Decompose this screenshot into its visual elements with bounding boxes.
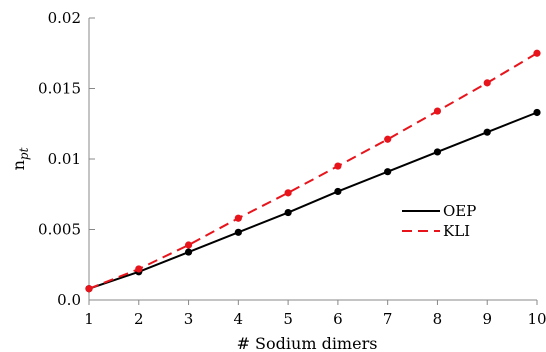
y-tick-label: 0.02 xyxy=(48,9,81,27)
data-point-oep xyxy=(284,208,292,217)
data-point-kli xyxy=(135,265,143,273)
data-point-kli xyxy=(533,49,541,57)
x-tick-label: 2 xyxy=(134,310,144,328)
data-point-kli xyxy=(433,107,442,115)
data-point-oep xyxy=(483,128,491,136)
y-tick-label: 0.0 xyxy=(57,291,81,309)
x-tick-label: 8 xyxy=(433,310,443,328)
data-point-oep xyxy=(433,148,442,156)
x-tick-label: 9 xyxy=(482,310,492,328)
data-point-kli xyxy=(234,214,242,222)
x-tick-label: 10 xyxy=(527,310,546,328)
x-axis-title: # Sodium dimers xyxy=(237,334,378,352)
y-tick-label: 0.015 xyxy=(38,80,81,98)
x-tick-label: 4 xyxy=(234,310,244,328)
x-tick-label: 3 xyxy=(184,310,194,328)
legend: OEP KLI xyxy=(402,202,476,240)
x-ticks: 1 2 3 4 5 6 7 8 9 10 xyxy=(84,300,546,328)
data-point-kli xyxy=(384,135,392,143)
data-point-kli xyxy=(483,79,491,87)
data-point-oep xyxy=(184,248,193,256)
x-tick-label: 5 xyxy=(283,310,293,328)
data-point-kli xyxy=(284,189,292,197)
series-line-oep xyxy=(88,111,538,290)
data-point-kli xyxy=(334,162,342,170)
x-tick-label: 1 xyxy=(84,310,94,328)
legend-label-kli: KLI xyxy=(443,222,470,240)
data-point-oep xyxy=(384,168,392,176)
series-layer xyxy=(85,49,541,293)
y-tick-label: 0.01 xyxy=(48,150,81,168)
y-tick-label: 0.005 xyxy=(38,221,81,239)
axes xyxy=(88,18,537,301)
series-line-kli xyxy=(88,52,538,290)
data-point-oep xyxy=(334,187,342,196)
y-axis-title: npt xyxy=(9,147,31,170)
data-point-oep xyxy=(234,228,242,236)
data-point-kli xyxy=(85,285,93,293)
y-axis-title-main: n xyxy=(9,160,28,170)
data-point-kli xyxy=(184,241,193,249)
y-axis-title-sub: pt xyxy=(17,147,31,160)
x-tick-label: 6 xyxy=(333,310,343,328)
data-point-oep xyxy=(533,108,541,117)
x-tick-label: 7 xyxy=(383,310,393,328)
y-ticks: 0.0 0.005 0.01 0.015 0.02 xyxy=(38,9,95,309)
legend-label-oep: OEP xyxy=(443,202,476,220)
